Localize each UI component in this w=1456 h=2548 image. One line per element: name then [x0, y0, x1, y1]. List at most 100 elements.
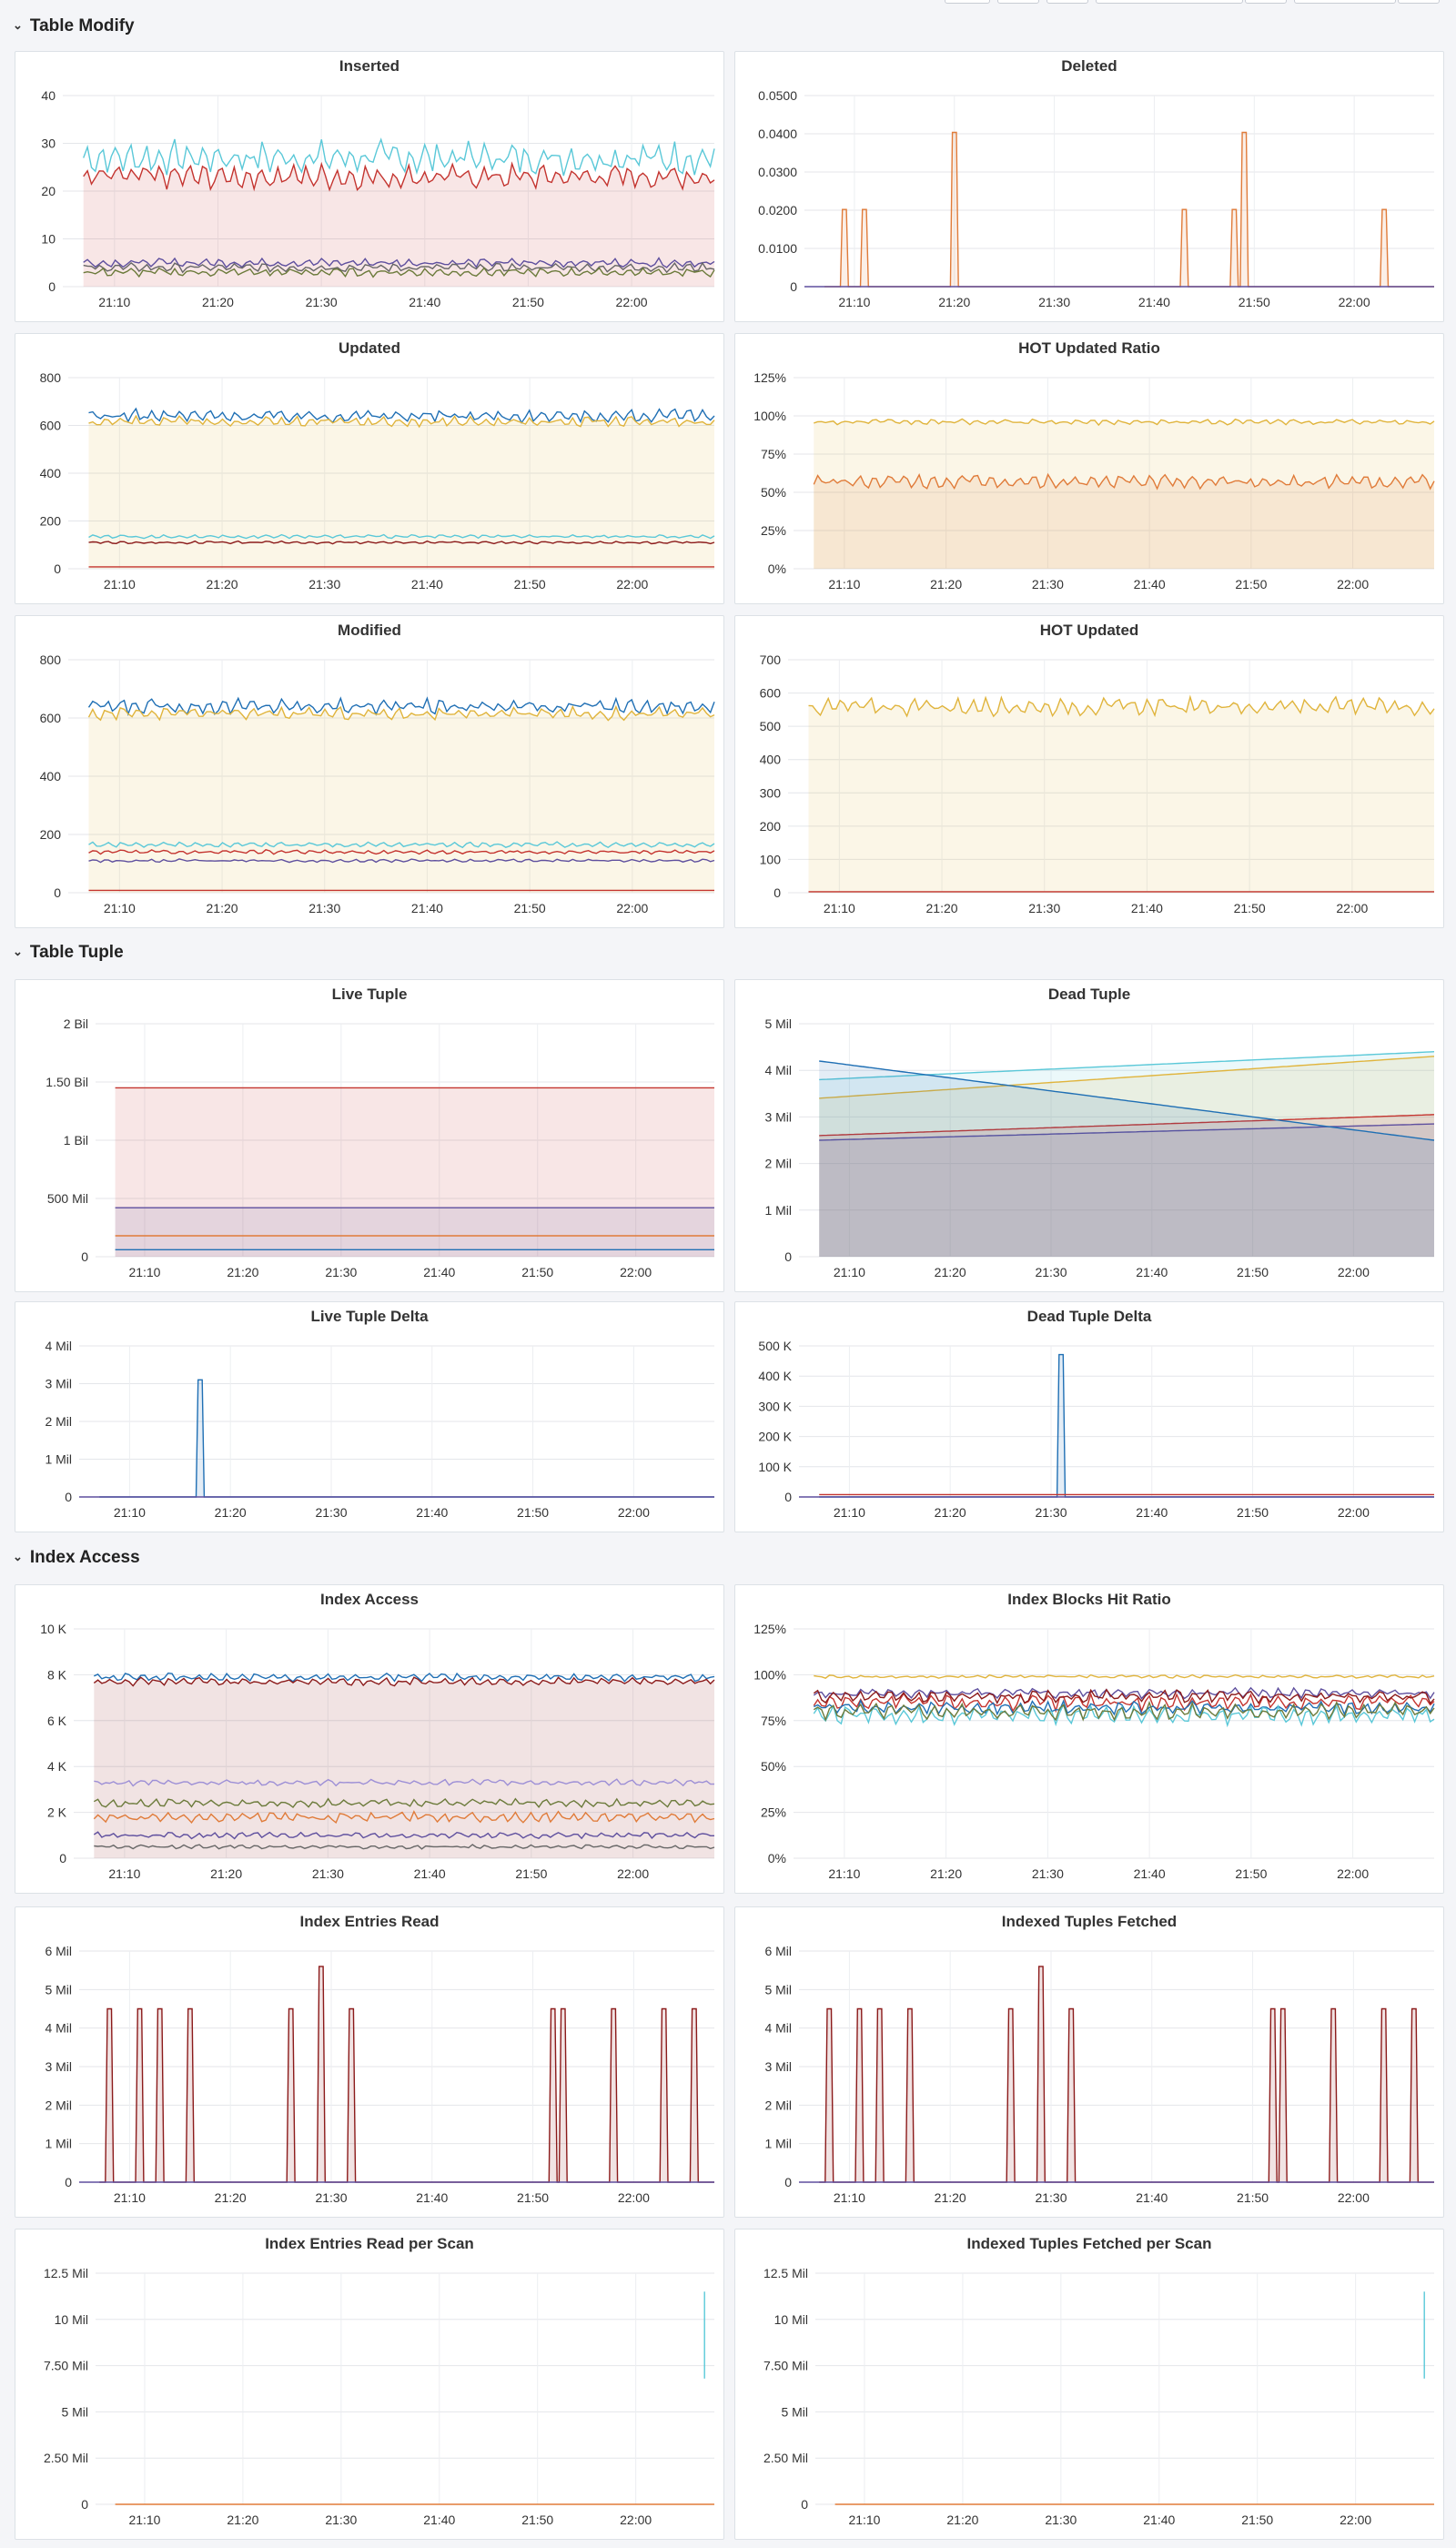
panel-title[interactable]: Updated: [339, 339, 400, 357]
panel-title[interactable]: HOT Updated Ratio: [1018, 339, 1160, 357]
series-line: [99, 1379, 714, 1498]
x-tick-label: 22:00: [618, 1505, 650, 1520]
toolbar-button[interactable]: [1245, 0, 1287, 4]
x-tick-label: 21:20: [207, 577, 238, 592]
y-tick-label: 300 K: [758, 1399, 792, 1413]
panel-live-tuple-delta[interactable]: Live Tuple Delta 0 1 Mil 2 Mil 3 Mil 4 Mil 21:…: [15, 1301, 724, 1532]
y-tick-label: 125%: [753, 1622, 786, 1636]
x-tick-label: 21:50: [1237, 1505, 1269, 1520]
panel-dead-tuple[interactable]: Dead Tuple 0 1 Mil 2 Mil 3 Mil 4 Mil 5 Mil 21:1…: [734, 979, 1444, 1292]
panel-deleted[interactable]: Deleted 0 0.0100 0.0200 0.0300 0.0400 0.0500 21…: [734, 51, 1444, 322]
time-range-picker[interactable]: [1096, 0, 1243, 4]
y-tick-label: 2 Mil: [764, 1157, 792, 1171]
panel-title[interactable]: Indexed Tuples Fetched: [1001, 1913, 1178, 1930]
y-tick-label: 400 K: [758, 1369, 792, 1383]
x-tick-label: 22:00: [618, 2190, 650, 2205]
series-line: [819, 1060, 1435, 1141]
row-header-table-modify[interactable]: ⌄ Table Modify: [13, 13, 135, 40]
series-line: [83, 267, 715, 278]
series-line-area: [824, 132, 1434, 287]
panel-indexed-tuples-fetched-per-scan[interactable]: Indexed Tuples Fetched per Scan 0 2.50 Mil…: [734, 2229, 1444, 2540]
x-tick-label: 21:20: [938, 295, 970, 309]
x-tick-label: 21:10: [834, 1505, 865, 1520]
panel-hot-updated-ratio[interactable]: HOT Updated Ratio 0% 25% 50% 75% 100% 125% 21:1…: [734, 333, 1444, 604]
series-line: [813, 472, 1435, 490]
panel-title[interactable]: Dead Tuple: [1047, 986, 1131, 1003]
x-tick-label: 21:20: [930, 577, 962, 592]
series-line: [93, 1797, 715, 1809]
row-title: Table Modify: [29, 16, 135, 35]
y-tick-label: 25%: [761, 523, 786, 538]
panel-title[interactable]: Index Blocks Hit Ratio: [1007, 1591, 1171, 1608]
panel-title[interactable]: Deleted: [1061, 57, 1117, 75]
series-line-area: [814, 419, 1434, 569]
y-tick-label: 100: [760, 852, 782, 866]
panel-index-entries-read-per-scan[interactable]: Index Entries Read per Scan 0 2.50 Mil 5 Mi…: [15, 2229, 724, 2540]
chevron-down-icon: ⌄: [13, 18, 23, 32]
y-tick-label: 2.50 Mil: [44, 2451, 88, 2465]
series-line-area: [99, 1966, 714, 2182]
row-title: Index Access: [29, 1548, 140, 1567]
y-tick-label: 20: [41, 184, 56, 198]
y-tick-label: 12.5 Mil: [763, 2266, 808, 2280]
x-tick-label: 21:40: [416, 2190, 448, 2205]
panel-title[interactable]: HOT Updated: [1039, 622, 1139, 639]
y-tick-label: 1 Mil: [45, 1452, 72, 1467]
x-tick-label: 21:10: [834, 2190, 865, 2205]
panel-index-access[interactable]: Index Access 0 2 K 4 K 6 K 8 K 10 K 21:10 21:20 2…: [15, 1584, 724, 1894]
refresh-picker[interactable]: [1294, 0, 1396, 4]
y-tick-label: 600: [760, 686, 782, 701]
panel-title[interactable]: Index Entries Read: [299, 1913, 440, 1930]
chart-dead-tuple-delta: 0 100 K 200 K 300 K 400 K 500 K 21:10 21:20 21:3…: [758, 1339, 1434, 1520]
panel-inserted[interactable]: Inserted 0 10 20 30 40 21:10 21:20 21:30 21:40 21:…: [15, 51, 724, 322]
panel-indexed-tuples-fetched[interactable]: Indexed Tuples Fetched 0 1 Mil 2 Mil 3 Mil 4 …: [734, 1906, 1444, 2218]
series-line-area: [88, 416, 714, 569]
panel-title[interactable]: Dead Tuple Delta: [1026, 1308, 1152, 1325]
x-tick-label: 22:00: [616, 577, 648, 592]
panel-dead-tuple-delta[interactable]: Dead Tuple Delta 0 100 K 200 K 300 K 400 K 500…: [734, 1301, 1444, 1532]
x-tick-label: 21:50: [1237, 1265, 1269, 1279]
panel-index-entries-read[interactable]: Index Entries Read 0 1 Mil 2 Mil 3 Mil 4 Mil 5…: [15, 1906, 724, 2218]
y-tick-label: 4 K: [47, 1759, 67, 1774]
x-tick-label: 21:50: [521, 1265, 553, 1279]
x-tick-label: 21:50: [514, 577, 546, 592]
toolbar-button[interactable]: [1046, 0, 1088, 4]
x-tick-label: 21:50: [1241, 2513, 1273, 2527]
y-tick-label: 0.0200: [758, 203, 797, 217]
row-header-table-tuple[interactable]: ⌄ Table Tuple: [13, 939, 124, 966]
chart-live-tuple: 0 500 Mil 1 Bil 1.50 Bil 2 Bil 21:10 21:20 21:3…: [46, 1016, 715, 1279]
series-line: [814, 1673, 1435, 1679]
panel-live-tuple[interactable]: Live Tuple 0 500 Mil 1 Bil 1.50 Bil 2 Bil 21:1…: [15, 979, 724, 1292]
panel-title[interactable]: Modified: [338, 622, 401, 639]
x-tick-label: 21:40: [416, 1505, 448, 1520]
chart-dead-tuple: 0 1 Mil 2 Mil 3 Mil 4 Mil 5 Mil 21:10 21:20 21:3…: [764, 1016, 1435, 1279]
series-line: [88, 858, 715, 864]
row-header-index-access[interactable]: ⌄ Index Access: [13, 1544, 140, 1572]
y-tick-label: 125%: [753, 370, 786, 385]
y-tick-label: 5 Mil: [764, 1982, 792, 1997]
y-tick-label: 3 Mil: [45, 1377, 72, 1391]
y-tick-label: 0.0100: [758, 241, 797, 256]
panel-hot-updated[interactable]: HOT Updated 0 100 200 300 400 500 600 700 21:10 21…: [734, 615, 1444, 928]
panel-modified[interactable]: Modified 0 200 400 600 800 21:10 21:20 21:30 21:4…: [15, 615, 724, 928]
x-tick-label: 21:30: [1032, 577, 1064, 592]
panel-title[interactable]: Live Tuple Delta: [310, 1308, 429, 1325]
y-tick-label: 200: [40, 514, 62, 529]
panel-title[interactable]: Index Entries Read per Scan: [265, 2235, 474, 2252]
x-tick-label: 21:10: [838, 295, 870, 309]
panel-title[interactable]: Inserted: [339, 57, 400, 75]
y-tick-label: 4 Mil: [764, 1063, 792, 1077]
toolbar-button[interactable]: [997, 0, 1039, 4]
panel-updated[interactable]: Updated 0 200 400 600 800 21:10 21:20 21:30 21:40…: [15, 333, 724, 604]
x-tick-label: 21:30: [1035, 1265, 1067, 1279]
panel-title[interactable]: Indexed Tuples Fetched per Scan: [966, 2235, 1212, 2252]
toolbar-button[interactable]: [1398, 0, 1440, 4]
toolbar-button[interactable]: [945, 0, 990, 4]
panel-title[interactable]: Index Access: [319, 1591, 420, 1608]
y-tick-label: 0: [790, 279, 797, 294]
panel-title[interactable]: Live Tuple: [331, 986, 408, 1003]
y-tick-label: 10 Mil: [55, 2312, 88, 2327]
x-tick-label: 21:40: [1143, 2513, 1175, 2527]
panel-index-blocks-hit-ratio[interactable]: Index Blocks Hit Ratio 0% 25% 50% 75% 100% 125…: [734, 1584, 1444, 1894]
x-tick-label: 21:40: [409, 295, 440, 309]
